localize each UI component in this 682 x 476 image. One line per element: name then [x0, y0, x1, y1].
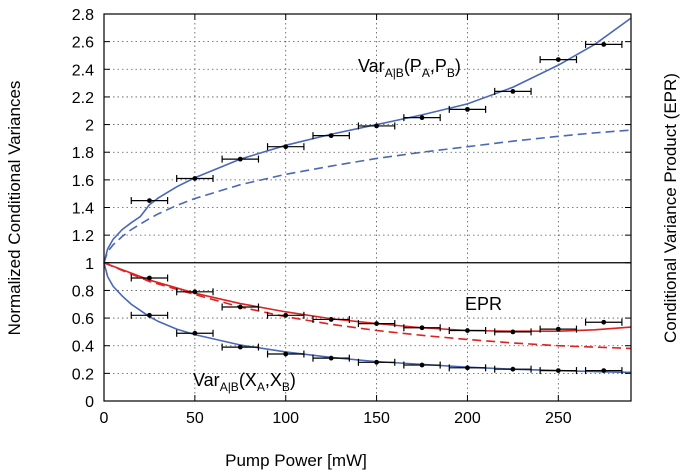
- y-tick-label-1.8: 1.8: [72, 145, 94, 162]
- curve-epr-dashed: [103, 262, 632, 350]
- data-points: [130, 40, 623, 375]
- data-point-1-9: [555, 326, 561, 332]
- data-point-0-2: [237, 156, 243, 162]
- data-point-0-10: [601, 42, 607, 47]
- annotation-var-x-sub: A|B: [220, 380, 239, 394]
- x-tick-label-150: 150: [363, 410, 390, 427]
- annotation-var-x-base: Var: [193, 370, 220, 390]
- x-tick-label-100: 100: [272, 410, 299, 427]
- data-point-2-10: [601, 368, 607, 373]
- y-tick-label-0.4: 0.4: [72, 339, 94, 356]
- annotation-var-p-mid: (P: [404, 56, 422, 76]
- y-tick-label-1.4: 1.4: [72, 201, 94, 218]
- series-1: [130, 274, 623, 336]
- data-point-1-0: [147, 275, 152, 281]
- data-point-0-9: [555, 57, 561, 63]
- data-point-0-4: [328, 133, 334, 139]
- data-point-0-8: [510, 89, 516, 94]
- annotation-var-p-comma: ,P: [430, 56, 447, 76]
- y-tick-label-0.6: 0.6: [72, 311, 94, 328]
- curve-p-dashed: [103, 129, 632, 264]
- data-point-0-1: [192, 176, 198, 181]
- data-point-0-6: [419, 115, 425, 121]
- x-tick-label-0: 0: [100, 410, 109, 427]
- data-point-0-5: [374, 123, 379, 129]
- x-tick-label-250: 250: [545, 410, 572, 427]
- y-tick-label-2.6: 2.6: [72, 35, 94, 52]
- annotation-var-p-sub2: A: [422, 66, 430, 80]
- data-point-0-0: [147, 198, 152, 203]
- data-point-0-7: [465, 106, 470, 112]
- annotation-var-p-sub3: B: [447, 66, 455, 80]
- annotation-var-x: VarA|B(XA,XB): [193, 370, 296, 394]
- data-point-1-10: [601, 319, 607, 325]
- y-tick-label-2.8: 2.8: [72, 7, 94, 24]
- y-tick-label-0: 0: [85, 394, 94, 411]
- y-tick-label-0.8: 0.8: [72, 283, 94, 300]
- data-point-1-5: [374, 321, 379, 326]
- annotation-var-x-mid: (X: [239, 370, 257, 390]
- annotation-var-x-end: ): [290, 370, 296, 390]
- y-tick-label-2: 2: [85, 118, 94, 135]
- data-point-2-2: [237, 344, 243, 350]
- curve-p-solid: [103, 17, 632, 263]
- data-point-2-8: [510, 366, 516, 372]
- y-tick-label-2.4: 2.4: [72, 62, 94, 79]
- data-point-2-5: [374, 359, 379, 365]
- y-tick-label-0.2: 0.2: [72, 366, 94, 383]
- annotation-var-x-sub3: B: [282, 380, 290, 394]
- annotation-var-p: VarA|B(PA,PB): [358, 56, 461, 80]
- y-axis-label-left: Normalized Conditional Variances: [5, 81, 24, 336]
- annotation-var-p-base: Var: [358, 56, 385, 76]
- data-point-1-3: [283, 312, 289, 318]
- data-point-2-0: [147, 312, 152, 318]
- curve-epr-solid: [103, 262, 632, 332]
- x-ticks: 0 50 100 150 200 250: [100, 14, 572, 427]
- grid-lines: [104, 14, 631, 401]
- annotation-var-x-sub2: A: [257, 380, 265, 394]
- data-point-2-6: [419, 362, 425, 368]
- annotation-var-p-sub: A|B: [385, 66, 404, 80]
- data-point-2-1: [192, 330, 198, 336]
- y-tick-label-1.6: 1.6: [72, 173, 94, 190]
- y-axis-label-right: Conditional Variance Product (EPR): [661, 73, 680, 343]
- data-point-1-6: [419, 325, 425, 331]
- y-ticks: 0 0.2 0.4 0.6 0.8 1 1.2 1.4 1.6 1.8 2 2.2 2.4 2.6 2.8: [72, 7, 631, 411]
- x-tick-label-200: 200: [454, 410, 481, 427]
- annotation-var-p-end: ): [455, 56, 461, 76]
- data-point-1-2: [237, 304, 243, 310]
- y-tick-label-1.2: 1.2: [72, 228, 94, 245]
- data-point-1-4: [328, 317, 334, 322]
- data-point-2-9: [555, 368, 561, 373]
- y-tick-label-1: 1: [85, 256, 94, 273]
- data-point-1-7: [465, 328, 470, 333]
- x-tick-label-50: 50: [186, 410, 204, 427]
- data-point-1-8: [510, 329, 516, 335]
- data-point-2-7: [465, 365, 470, 371]
- data-point-0-3: [283, 144, 289, 150]
- x-axis-label: Pump Power [mW]: [225, 451, 367, 470]
- curve-x-solid: [103, 262, 632, 374]
- data-point-1-1: [192, 289, 198, 295]
- data-point-2-4: [328, 355, 334, 361]
- series-0: [130, 40, 623, 205]
- data-point-2-3: [283, 351, 289, 357]
- series-2: [130, 311, 623, 375]
- y-tick-label-2.2: 2.2: [72, 90, 94, 107]
- annotation-var-x-comma: ,X: [265, 370, 282, 390]
- annotation-epr: EPR: [465, 294, 502, 314]
